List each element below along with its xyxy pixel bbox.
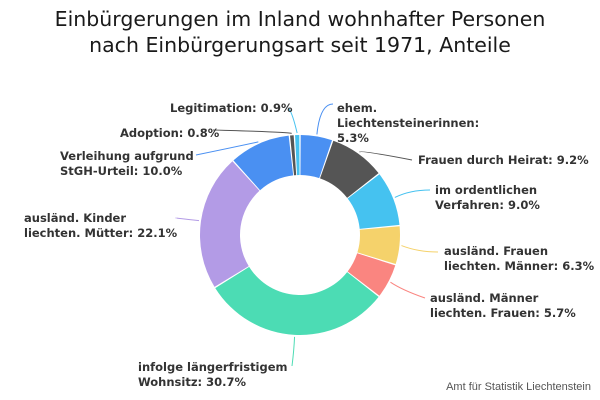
slice-label-3: im ordentlichen Verfahren: 9.0% [435,183,540,212]
donut-slice-1[interactable] [300,135,333,179]
slice-label-4: ausländ. Frauen liechten. Männer: 6.3% [444,244,595,273]
leader-line-6 [291,336,296,367]
slice-label-4-line-1: ausländ. Frauen [444,244,548,258]
slice-label-8-line-1: Verleihung aufgrund [60,149,194,163]
slice-label-2: Frauen durch Heirat: 9.2% [418,153,589,167]
chart-title: Einbürgerungen im Inland wohnhafter Pers… [0,6,600,58]
slice-labels: ehem. Liechtensteinerinnen: 5.3% Frauen dur… [24,101,595,389]
label-leader-lines [175,103,439,367]
slice-label-2-line-1: Frauen durch Heirat: 9.2% [418,153,589,167]
leader-line-9 [212,129,292,134]
slice-label-7-line-2: liechten. Mütter: 22.1% [24,226,178,240]
donut-slice-5[interactable] [347,253,396,296]
donut-slice-7[interactable] [199,161,260,287]
leader-line-3 [394,189,431,198]
slice-label-1: ehem. Liechtensteinerinnen: 5.3% [337,101,479,145]
slice-label-8: Verleihung aufgrund StGH-Urteil: 10.0% [60,149,194,178]
donut-slice-8[interactable] [233,135,294,191]
slice-label-5-line-1: ausländ. Männer [430,291,539,305]
slice-label-1-line-2: Liechtensteinerinnen: [337,116,479,130]
slice-label-6-line-1: infolge längerfristigem [138,360,288,374]
slice-label-6-line-2: Wohnsitz: 30.7% [138,375,247,389]
chart-title-line-2: nach Einbürgerungsart seit 1971, Anteile [89,33,511,57]
donut-slices [199,135,400,335]
slice-label-1-line-3: 5.3% [337,131,369,145]
leader-line-4 [401,245,439,253]
donut-slice-2[interactable] [320,140,379,198]
slice-label-5: ausländ. Männer liechten. Frauen: 5.7% [430,291,576,320]
slice-label-10-line-1: Legitimation: 0.9% [170,101,293,115]
slice-label-5-line-2: liechten. Frauen: 5.7% [430,306,576,320]
slice-label-9-line-1: Adoption: 0.8% [120,126,220,140]
slice-label-10: Legitimation: 0.9% [170,101,293,115]
chart-title-line-1: Einbürgerungen im Inland wohnhafter Pers… [54,7,546,31]
donut-slice-4[interactable] [357,226,400,265]
slice-label-7: ausländ. Kinder liechten. Mütter: 22.1% [24,211,178,240]
slice-label-9: Adoption: 0.8% [120,126,220,140]
slice-label-3-line-2: Verfahren: 9.0% [435,198,540,212]
leader-line-8 [195,141,259,156]
donut-slice-6[interactable] [215,266,379,335]
slice-label-7-line-1: ausländ. Kinder [24,211,126,225]
donut-slice-3[interactable] [347,174,400,229]
leader-line-5 [390,281,426,299]
leader-line-2 [358,151,413,161]
slice-label-1-line-1: ehem. [337,101,377,115]
leader-line-1 [316,103,334,135]
donut-slice-9[interactable] [290,135,297,176]
donut-slice-10[interactable] [295,135,300,176]
slice-label-8-line-2: StGH-Urteil: 10.0% [60,164,183,178]
slice-label-6: infolge längerfristigem Wohnsitz: 30.7% [138,360,288,389]
leader-line-10 [287,107,298,134]
leader-line-7 [175,217,200,222]
slice-label-3-line-1: im ordentlichen [435,183,537,197]
source-credit: Amt für Statistik Liechtenstein [446,381,591,393]
slice-label-4-line-2: liechten. Männer: 6.3% [444,259,595,273]
